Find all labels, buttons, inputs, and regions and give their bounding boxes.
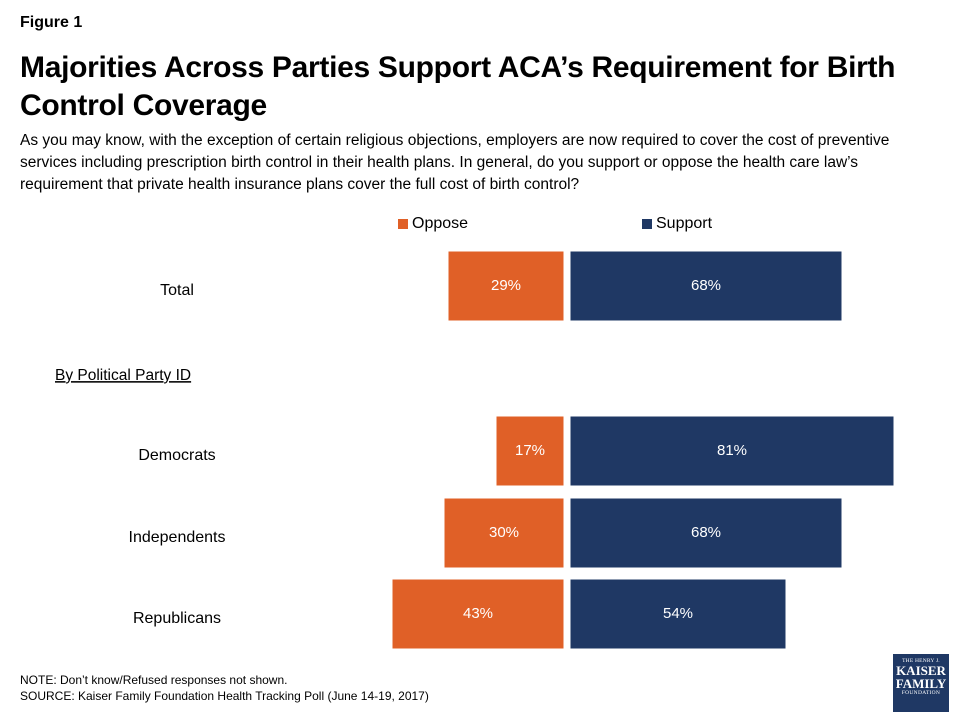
section-header: By Political Party ID <box>55 367 191 384</box>
data-label-oppose-independents: 30% <box>489 524 519 541</box>
legend-label-support: Support <box>656 215 713 232</box>
source-text: SOURCE: Kaiser Family Foundation Health … <box>20 689 429 703</box>
bar-support-democrats <box>569 415 895 487</box>
category-label-democrats: Democrats <box>138 447 215 464</box>
bar-support-republicans <box>569 578 787 650</box>
bar-oppose-democrats <box>495 415 565 487</box>
data-label-support-democrats: 81% <box>717 442 747 459</box>
bar-oppose-total <box>447 250 565 322</box>
diverging-bar-chart: Oppose Support By Political Party ID Total 2… <box>55 215 895 650</box>
figure-label: Figure 1 <box>20 14 83 31</box>
category-label-independents: Independents <box>129 529 226 546</box>
data-label-oppose-republicans: 43% <box>463 605 493 622</box>
data-label-support-total: 68% <box>691 277 721 294</box>
data-label-oppose-democrats: 17% <box>515 442 545 459</box>
bar-support-total <box>569 250 843 322</box>
chart-title: Majorities Across Parties Support ACA’s … <box>20 51 896 122</box>
data-label-support-independents: 68% <box>691 524 721 541</box>
logo-line-4: FOUNDATION <box>901 690 941 696</box>
legend-swatch-oppose <box>398 219 408 229</box>
data-label-oppose-total: 29% <box>491 277 521 294</box>
bar-support-independents <box>569 497 843 569</box>
legend-swatch-support <box>642 219 652 229</box>
legend-label-oppose: Oppose <box>412 215 468 232</box>
category-label-total: Total <box>160 282 194 299</box>
chart-footnotes: NOTE: Don’t know/Refused responses not s… <box>20 672 429 704</box>
note-text: NOTE: Don’t know/Refused responses not s… <box>20 673 288 687</box>
bar-oppose-independents <box>443 497 565 569</box>
kff-logo: THE HENRY J. KAISER FAMILY FOUNDATION <box>893 654 949 712</box>
category-label-republicans: Republicans <box>133 610 221 627</box>
logo-line-3: FAMILY <box>895 676 947 691</box>
bar-oppose-republicans <box>391 578 565 650</box>
logo-line-2: KAISER <box>896 663 946 678</box>
logo-line-1: THE HENRY J. <box>902 658 940 664</box>
chart-subtitle: As you may know, with the exception of c… <box>20 132 890 193</box>
data-label-support-republicans: 54% <box>663 605 693 622</box>
